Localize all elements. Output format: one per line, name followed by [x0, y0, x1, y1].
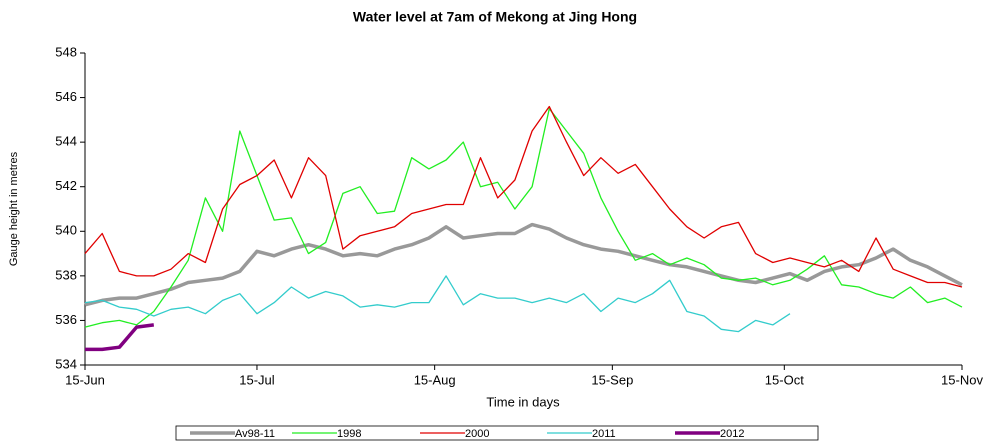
- x-tick-label: 15-Jun: [65, 372, 105, 387]
- series-line: [85, 323, 155, 352]
- x-tick-label: 15-Aug: [414, 372, 456, 387]
- y-tick-label: 546: [55, 89, 77, 104]
- legend-label: 2000: [465, 428, 489, 440]
- x-tick-label: 15-Nov: [941, 372, 983, 387]
- x-axis-label: Time in days: [486, 394, 560, 409]
- x-tick-label: 15-Oct: [765, 372, 804, 387]
- y-tick-label: 544: [55, 134, 77, 149]
- legend-label: Av98-11: [235, 428, 275, 440]
- y-tick-label: 538: [55, 267, 77, 282]
- legend-label: 2011: [592, 428, 616, 440]
- legend-label: 2012: [720, 428, 744, 440]
- series-line: [84, 108, 963, 328]
- x-tick-label: 15-Sep: [591, 372, 633, 387]
- series-line: [84, 275, 791, 333]
- legend-label: 1998: [337, 428, 361, 440]
- y-tick-label: 542: [55, 178, 77, 193]
- y-tick-label: 534: [55, 356, 77, 371]
- y-axis-label: Gauge height in metres: [8, 151, 20, 266]
- legend-box: [175, 425, 819, 441]
- series-line: [84, 105, 963, 288]
- chart-title: Water level at 7am of Mekong at Jing Hon…: [353, 9, 637, 25]
- x-tick-label: 15-Jul: [239, 372, 275, 387]
- series-line: [84, 222, 963, 307]
- y-tick-label: 540: [55, 223, 77, 238]
- y-tick-label: 536: [55, 312, 77, 327]
- y-tick-label: 548: [55, 44, 77, 59]
